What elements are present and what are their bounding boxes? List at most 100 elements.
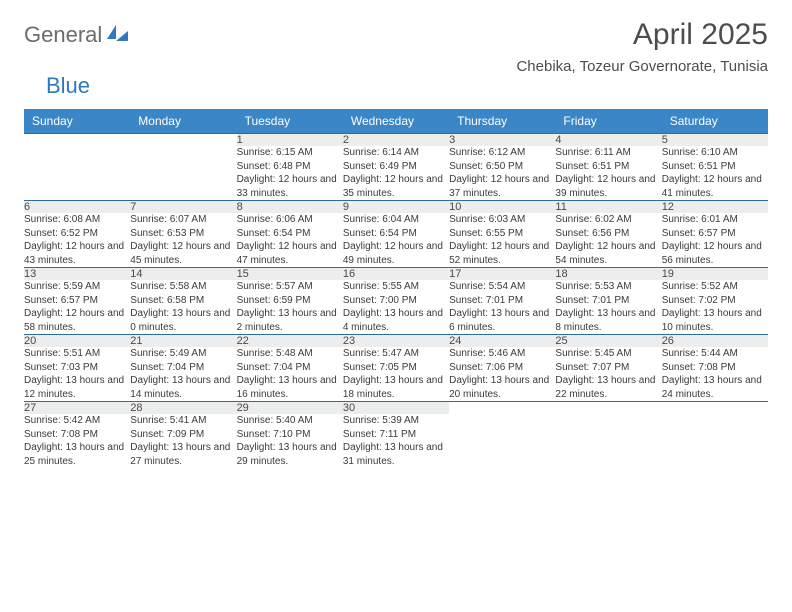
sunrise-line: Sunrise: 6:08 AM: [24, 213, 130, 227]
daylight-line: Daylight: 13 hours and 12 minutes.: [24, 374, 130, 401]
sunrise-line: Sunrise: 6:07 AM: [130, 213, 236, 227]
day-number-row: 6789101112: [24, 201, 768, 214]
day-info-cell: Sunrise: 6:15 AMSunset: 6:48 PMDaylight:…: [237, 146, 343, 201]
sunset-line: Sunset: 7:06 PM: [449, 361, 555, 375]
daylight-line: Daylight: 13 hours and 2 minutes.: [237, 307, 343, 334]
sunrise-line: Sunrise: 6:04 AM: [343, 213, 449, 227]
day-number-cell: 10: [449, 201, 555, 214]
daylight-line: Daylight: 12 hours and 47 minutes.: [237, 240, 343, 267]
day-info-cell: Sunrise: 6:01 AMSunset: 6:57 PMDaylight:…: [662, 213, 768, 268]
sunset-line: Sunset: 6:59 PM: [237, 294, 343, 308]
day-number-cell: 5: [662, 134, 768, 147]
daylight-line: Daylight: 12 hours and 45 minutes.: [130, 240, 236, 267]
daylight-line: Daylight: 12 hours and 43 minutes.: [24, 240, 130, 267]
sunrise-line: Sunrise: 5:49 AM: [130, 347, 236, 361]
sunset-line: Sunset: 6:50 PM: [449, 160, 555, 174]
day-number-cell: 26: [662, 335, 768, 348]
day-info-cell: Sunrise: 5:39 AMSunset: 7:11 PMDaylight:…: [343, 414, 449, 474]
day-number-cell: [130, 134, 236, 147]
day-number-cell: 16: [343, 268, 449, 281]
sunrise-line: Sunrise: 6:06 AM: [237, 213, 343, 227]
sunset-line: Sunset: 6:51 PM: [555, 160, 661, 174]
day-number-cell: 28: [130, 402, 236, 415]
day-number-cell: 30: [343, 402, 449, 415]
day-info-cell: Sunrise: 5:45 AMSunset: 7:07 PMDaylight:…: [555, 347, 661, 402]
day-info-cell: Sunrise: 5:58 AMSunset: 6:58 PMDaylight:…: [130, 280, 236, 335]
sunset-line: Sunset: 6:51 PM: [662, 160, 768, 174]
day-info-cell: Sunrise: 5:53 AMSunset: 7:01 PMDaylight:…: [555, 280, 661, 335]
daylight-line: Daylight: 13 hours and 29 minutes.: [237, 441, 343, 468]
day-number-row: 27282930: [24, 402, 768, 415]
sunset-line: Sunset: 7:08 PM: [662, 361, 768, 375]
day-number-cell: 20: [24, 335, 130, 348]
day-number-row: 20212223242526: [24, 335, 768, 348]
day-number-cell: 7: [130, 201, 236, 214]
day-number-cell: [555, 402, 661, 415]
daylight-line: Daylight: 13 hours and 8 minutes.: [555, 307, 661, 334]
day-info-cell: Sunrise: 6:11 AMSunset: 6:51 PMDaylight:…: [555, 146, 661, 201]
day-number-cell: 22: [237, 335, 343, 348]
sunrise-line: Sunrise: 5:53 AM: [555, 280, 661, 294]
daylight-line: Daylight: 13 hours and 14 minutes.: [130, 374, 236, 401]
day-number-cell: 4: [555, 134, 661, 147]
day-info-row: Sunrise: 6:08 AMSunset: 6:52 PMDaylight:…: [24, 213, 768, 268]
day-info-row: Sunrise: 6:15 AMSunset: 6:48 PMDaylight:…: [24, 146, 768, 201]
logo-triangle-icon: [107, 25, 116, 39]
day-info-cell: Sunrise: 5:54 AMSunset: 7:01 PMDaylight:…: [449, 280, 555, 335]
sunset-line: Sunset: 7:01 PM: [555, 294, 661, 308]
day-info-cell: Sunrise: 6:04 AMSunset: 6:54 PMDaylight:…: [343, 213, 449, 268]
day-number-cell: 24: [449, 335, 555, 348]
sunset-line: Sunset: 7:00 PM: [343, 294, 449, 308]
day-info-cell: Sunrise: 5:55 AMSunset: 7:00 PMDaylight:…: [343, 280, 449, 335]
sunrise-line: Sunrise: 5:47 AM: [343, 347, 449, 361]
daylight-line: Daylight: 12 hours and 54 minutes.: [555, 240, 661, 267]
logo-text-general: General: [24, 22, 102, 48]
day-info-cell: Sunrise: 6:10 AMSunset: 6:51 PMDaylight:…: [662, 146, 768, 201]
day-number-cell: [24, 134, 130, 147]
sunset-line: Sunset: 7:05 PM: [343, 361, 449, 375]
sunrise-line: Sunrise: 6:11 AM: [555, 146, 661, 160]
daylight-line: Daylight: 13 hours and 16 minutes.: [237, 374, 343, 401]
day-number-cell: 15: [237, 268, 343, 281]
day-header: Tuesday: [237, 109, 343, 134]
day-info-cell: Sunrise: 6:08 AMSunset: 6:52 PMDaylight:…: [24, 213, 130, 268]
day-number-cell: 8: [237, 201, 343, 214]
day-info-cell: [449, 414, 555, 474]
title-block: April 2025 Chebika, Tozeur Governorate, …: [516, 18, 768, 75]
day-number-cell: 21: [130, 335, 236, 348]
sunrise-line: Sunrise: 5:41 AM: [130, 414, 236, 428]
daylight-line: Daylight: 13 hours and 25 minutes.: [24, 441, 130, 468]
day-info-cell: [662, 414, 768, 474]
daylight-line: Daylight: 12 hours and 56 minutes.: [662, 240, 768, 267]
daylight-line: Daylight: 12 hours and 41 minutes.: [662, 173, 768, 200]
daylight-line: Daylight: 13 hours and 6 minutes.: [449, 307, 555, 334]
day-header: Thursday: [449, 109, 555, 134]
day-info-cell: Sunrise: 6:06 AMSunset: 6:54 PMDaylight:…: [237, 213, 343, 268]
day-number-cell: 25: [555, 335, 661, 348]
day-number-cell: 27: [24, 402, 130, 415]
sunrise-line: Sunrise: 6:12 AM: [449, 146, 555, 160]
day-info-cell: Sunrise: 6:14 AMSunset: 6:49 PMDaylight:…: [343, 146, 449, 201]
sunset-line: Sunset: 6:57 PM: [24, 294, 130, 308]
sunset-line: Sunset: 6:55 PM: [449, 227, 555, 241]
daylight-line: Daylight: 12 hours and 37 minutes.: [449, 173, 555, 200]
sunrise-line: Sunrise: 6:15 AM: [237, 146, 343, 160]
day-number-cell: 12: [662, 201, 768, 214]
daylight-line: Daylight: 13 hours and 18 minutes.: [343, 374, 449, 401]
day-header-row: Sunday Monday Tuesday Wednesday Thursday…: [24, 109, 768, 134]
daylight-line: Daylight: 12 hours and 49 minutes.: [343, 240, 449, 267]
day-header: Friday: [555, 109, 661, 134]
sunset-line: Sunset: 7:03 PM: [24, 361, 130, 375]
sunset-line: Sunset: 6:56 PM: [555, 227, 661, 241]
sunset-line: Sunset: 7:04 PM: [237, 361, 343, 375]
day-number-cell: 1: [237, 134, 343, 147]
sunrise-line: Sunrise: 5:57 AM: [237, 280, 343, 294]
day-number-cell: 9: [343, 201, 449, 214]
day-info-cell: Sunrise: 5:42 AMSunset: 7:08 PMDaylight:…: [24, 414, 130, 474]
day-info-cell: [24, 146, 130, 201]
sunrise-line: Sunrise: 5:52 AM: [662, 280, 768, 294]
sunset-line: Sunset: 7:09 PM: [130, 428, 236, 442]
daylight-line: Daylight: 12 hours and 39 minutes.: [555, 173, 661, 200]
sunset-line: Sunset: 6:52 PM: [24, 227, 130, 241]
day-number-cell: 19: [662, 268, 768, 281]
